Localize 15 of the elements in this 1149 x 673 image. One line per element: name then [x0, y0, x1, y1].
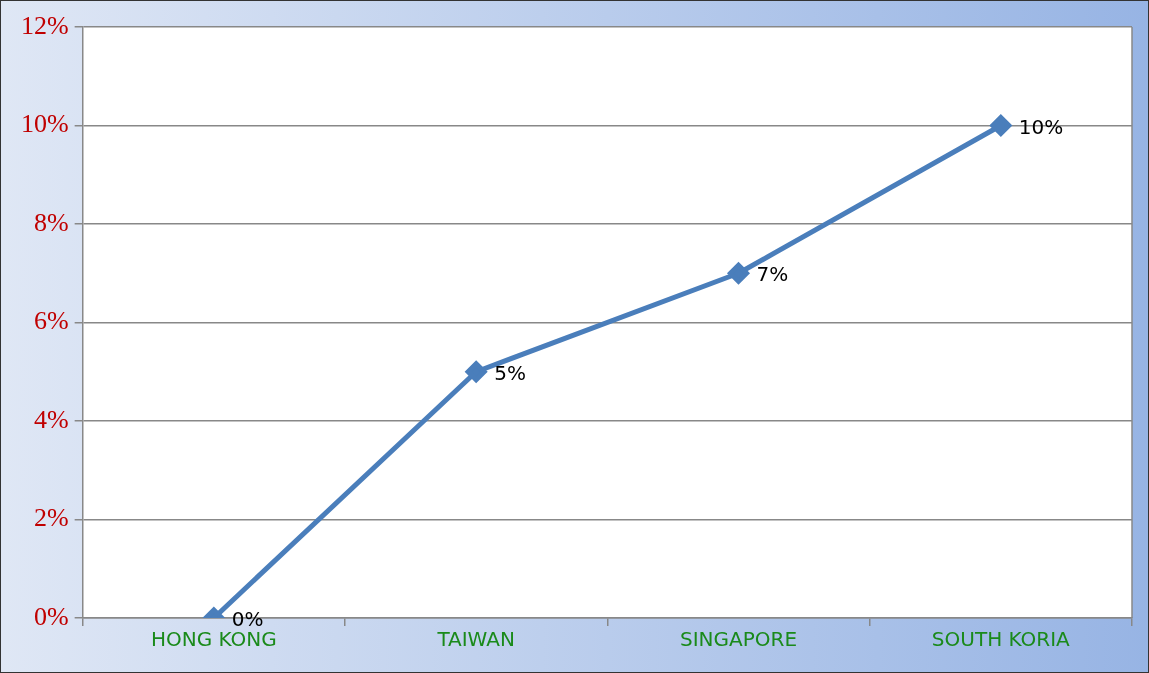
- point: [728, 262, 749, 284]
- point: [990, 115, 1012, 136]
- y-tick-label: 10%: [20, 109, 69, 139]
- text: 10%: [1018, 114, 1064, 139]
- x-tick-label: TAIWAN: [436, 627, 515, 652]
- y-tick-label: 8%: [33, 207, 69, 237]
- text: 5%: [494, 360, 526, 385]
- y-tick-label: 2%: [33, 503, 69, 533]
- x-tick-label: SINGAPORE: [679, 627, 798, 652]
- text: 7%: [756, 262, 789, 287]
- y-tick-label: 6%: [33, 306, 69, 336]
- y-tick-label: 12%: [20, 10, 69, 40]
- x-tick-label: SOUTH KORIA: [931, 627, 1071, 652]
- y-tick-label: 4%: [33, 404, 69, 434]
- y-tick-label: 0%: [33, 601, 69, 631]
